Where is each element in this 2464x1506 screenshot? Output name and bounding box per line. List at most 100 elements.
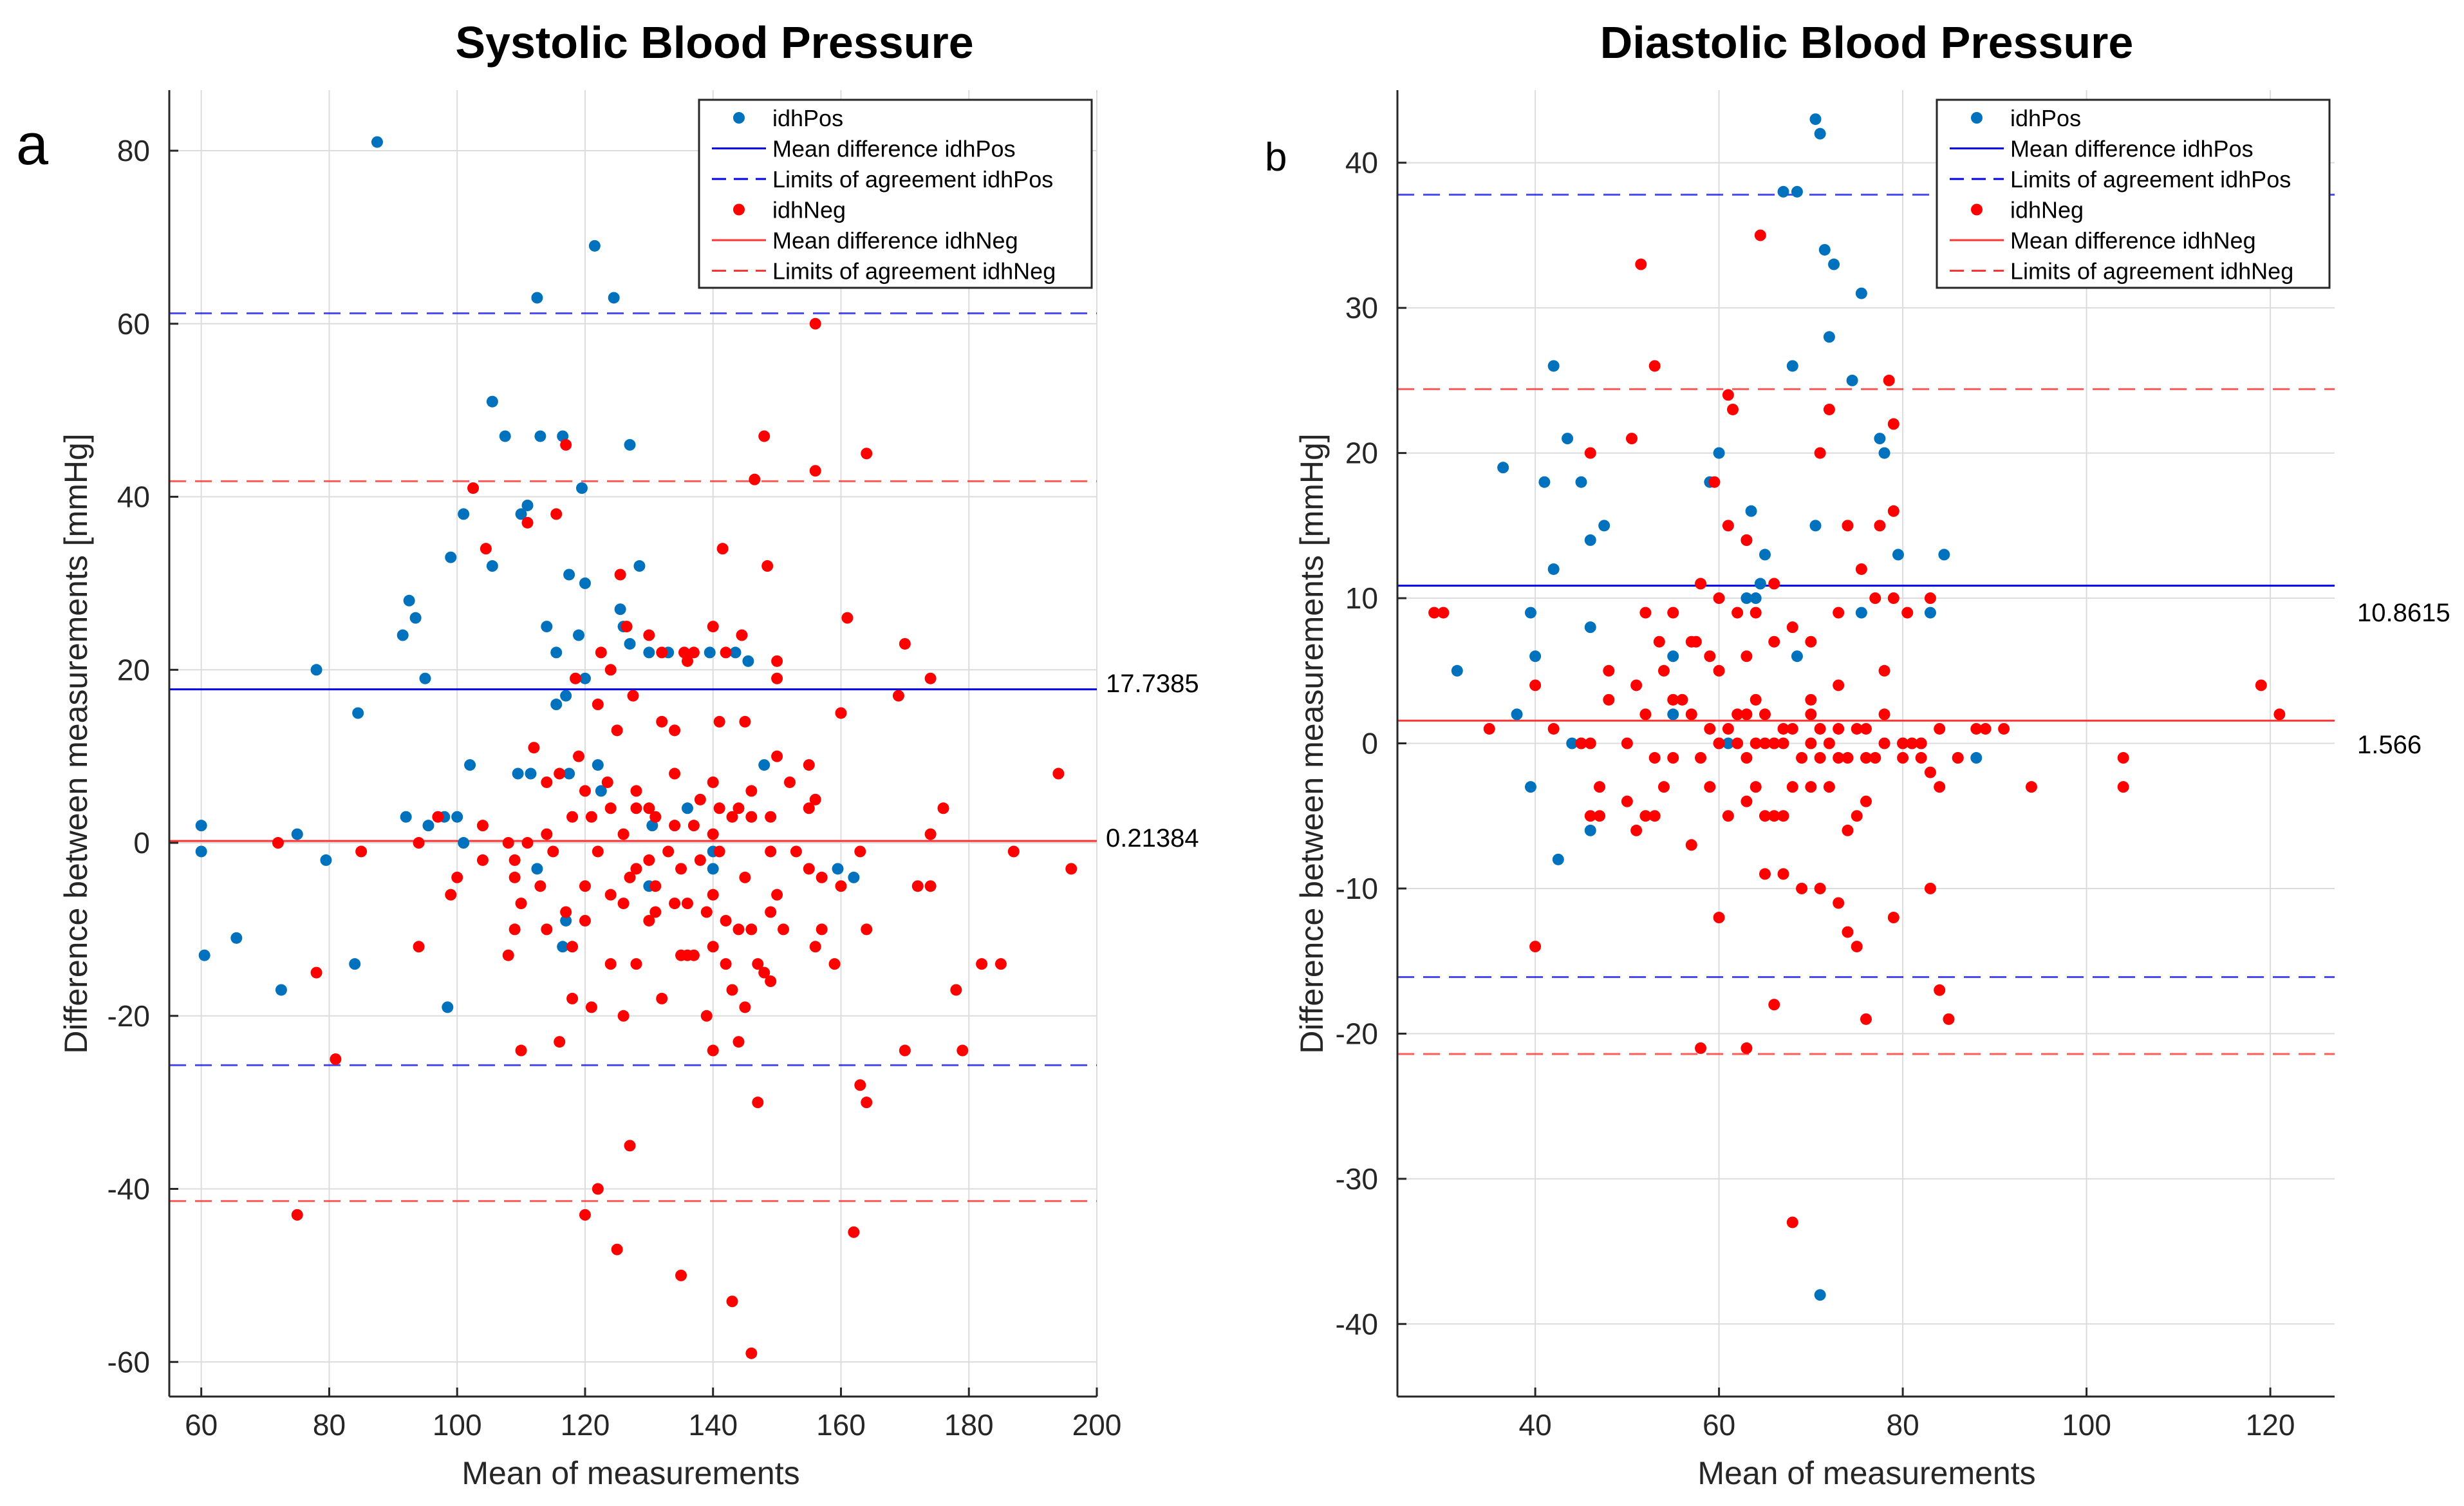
data-point-idhneg: [745, 811, 758, 823]
legend-box: [1936, 99, 2331, 289]
data-point-idhneg: [1639, 708, 1652, 720]
data-point-idhneg: [534, 880, 546, 892]
data-point-idhpos: [608, 292, 620, 304]
data-point-idhneg: [630, 958, 642, 970]
data-point-idhneg: [1704, 650, 1716, 663]
data-point-idhneg: [1731, 708, 1744, 720]
data-point-idhpos: [1524, 781, 1536, 793]
data-point-idhneg: [617, 898, 630, 910]
data-point-idhneg: [713, 845, 725, 858]
data-point-idhneg: [1704, 722, 1716, 735]
data-point-idhpos: [1667, 650, 1679, 663]
data-point-idhneg: [841, 612, 854, 624]
legend-label: idhNeg: [772, 197, 846, 223]
data-point-idhneg: [976, 958, 988, 970]
data-point-idhneg: [1814, 722, 1826, 735]
data-point-idhpos: [579, 672, 591, 684]
data-point-idhneg: [861, 1097, 873, 1109]
data-point-idhneg: [502, 837, 514, 849]
data-point-idhneg: [1741, 708, 1753, 720]
data-point-idhpos: [1713, 447, 1725, 459]
data-point-idhneg: [560, 906, 572, 918]
data-point-idhneg: [1759, 810, 1771, 822]
data-point-idhneg: [579, 785, 591, 797]
data-point-idhneg: [739, 871, 751, 883]
data-point-idhneg: [1768, 578, 1780, 590]
data-point-idhneg: [681, 898, 693, 910]
data-point-idhneg: [662, 845, 675, 858]
data-point-idhneg: [1750, 607, 1762, 619]
data-point-idhpos: [1791, 185, 1803, 198]
data-point-idhneg: [771, 655, 783, 667]
data-point-idhneg: [656, 715, 668, 728]
data-point-idhpos: [624, 637, 636, 650]
data-point-idhneg: [957, 1044, 969, 1057]
data-point-idhpos: [643, 646, 655, 659]
data-point-idhpos: [1538, 476, 1551, 488]
data-point-idhneg: [630, 785, 642, 797]
legend-label: Limits of agreement idhNeg: [772, 258, 1056, 285]
data-point-idhneg: [681, 949, 693, 961]
data-point-idhneg: [828, 958, 841, 970]
data-point-idhpos: [458, 508, 470, 520]
data-point-idhneg: [579, 914, 591, 927]
data-point-idhneg: [809, 465, 821, 477]
x-tick-label: 140: [688, 1408, 738, 1442]
data-point-idhneg: [707, 828, 719, 840]
data-point-idhneg: [1860, 1013, 1872, 1025]
data-point-idhneg: [1855, 563, 1867, 575]
data-point-idhneg: [2255, 679, 2267, 692]
data-point-idhneg: [1924, 882, 1936, 894]
data-point-idhneg: [1833, 679, 1845, 692]
data-point-idhpos: [371, 136, 383, 148]
data-point-idhpos: [531, 292, 543, 304]
data-point-idhneg: [554, 767, 566, 780]
data-point-idhneg: [1630, 824, 1643, 836]
data-point-idhneg: [643, 629, 655, 641]
data-point-idhneg: [1695, 578, 1707, 590]
data-point-idhpos: [595, 785, 607, 797]
y-tick-label: 20: [117, 653, 150, 686]
data-point-idhpos: [729, 646, 742, 659]
data-point-idhpos: [1878, 447, 1890, 459]
data-point-idhneg: [669, 898, 681, 910]
data-point-idhneg: [854, 845, 866, 858]
data-point-idhneg: [1887, 505, 1899, 517]
y-tick-label: 40: [117, 480, 150, 514]
legend-label: Limits of agreement idhNeg: [2010, 258, 2293, 285]
x-tick-label: 60: [185, 1408, 218, 1442]
data-point-idhneg: [585, 811, 597, 823]
data-point-idhneg: [700, 906, 713, 918]
data-point-idhneg: [765, 811, 777, 823]
y-tick-label: -40: [107, 1172, 150, 1206]
data-point-idhneg: [752, 1097, 764, 1109]
data-point-idhpos: [624, 438, 636, 451]
legend: idhPos Mean difference idhPos Limits of ag…: [698, 99, 1093, 289]
y-tick-label: -20: [107, 999, 150, 1033]
panel-b-xlabel: Mean of measurements: [1697, 1455, 2035, 1491]
legend-label: idhPos: [2010, 105, 2081, 131]
data-point-idhneg: [733, 802, 745, 814]
data-point-idhpos: [1759, 549, 1771, 561]
y-tick-label: -40: [1336, 1307, 1378, 1341]
data-point-idhneg: [595, 646, 607, 659]
data-point-idhneg: [1842, 824, 1854, 836]
data-point-idhpos: [1562, 433, 1574, 445]
data-point-idhneg: [1695, 1042, 1707, 1054]
data-point-idhneg: [726, 1295, 738, 1308]
data-point-idhneg: [643, 802, 655, 814]
data-point-idhneg: [476, 820, 489, 832]
data-point-idhneg: [816, 923, 828, 936]
data-point-idhneg: [451, 871, 463, 883]
data-point-idhneg: [1901, 607, 1914, 619]
x-tick-label: 160: [816, 1408, 866, 1442]
data-point-idhneg: [656, 646, 668, 659]
data-point-idhneg: [611, 724, 623, 737]
data-point-idhneg: [1648, 752, 1661, 764]
data-point-idhpos: [592, 759, 604, 771]
data-point-idhpos: [1547, 360, 1560, 372]
y-tick-label: -30: [1336, 1162, 1378, 1196]
data-point-idhpos: [742, 655, 754, 667]
data-point-idhneg: [2025, 781, 2037, 793]
data-point-idhpos: [486, 560, 498, 572]
